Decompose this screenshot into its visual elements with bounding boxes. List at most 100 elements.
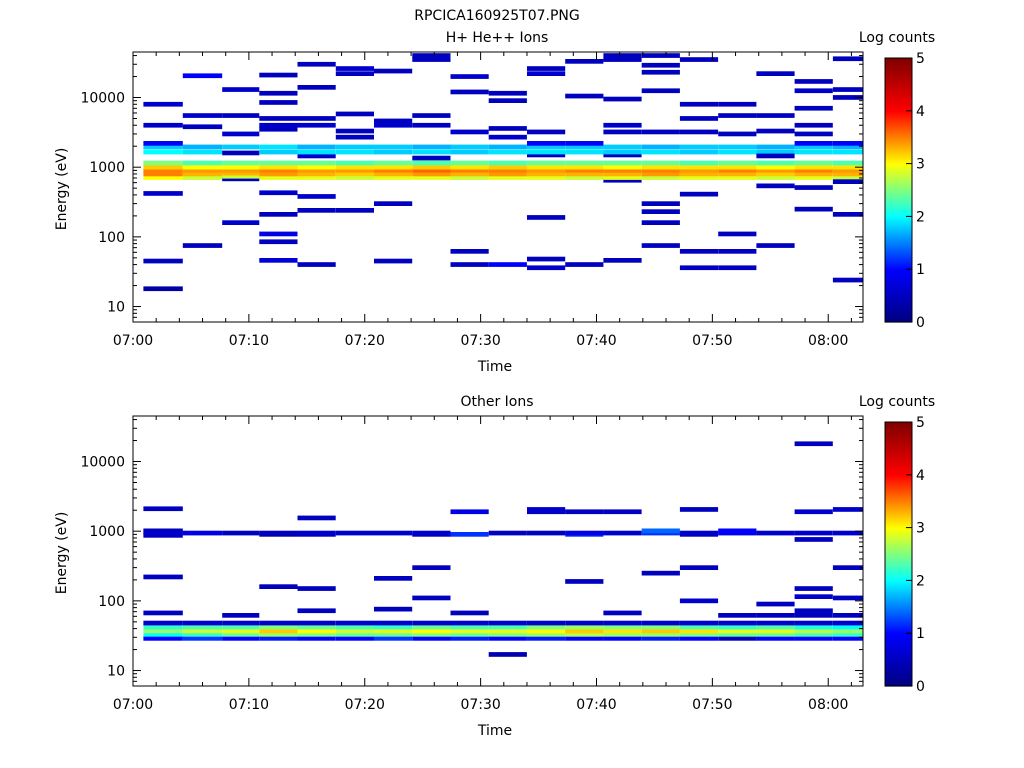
colorbar-segment bbox=[885, 139, 912, 143]
colorbar-segment bbox=[885, 657, 912, 661]
colorbar-segment bbox=[885, 181, 912, 184]
colorbar-segment bbox=[885, 165, 912, 169]
heatmap-cell bbox=[335, 628, 374, 634]
colorbar-segment bbox=[885, 152, 912, 156]
heatmap-cell bbox=[679, 164, 719, 170]
colorbar-segment bbox=[885, 71, 912, 74]
y-axis-label: Energy (eV) bbox=[54, 148, 70, 231]
colorbar-segment bbox=[885, 115, 912, 118]
colorbar-segment bbox=[885, 284, 912, 288]
heatmap-cell bbox=[412, 149, 451, 155]
heatmap-cell bbox=[565, 509, 604, 515]
heatmap-cell bbox=[718, 628, 757, 634]
heatmap-cell bbox=[832, 87, 863, 92]
axes: 10 100 1000 10000 07:00 07:10 07:20 07:30 07:40 0… bbox=[80, 51, 864, 349]
colorbar-segment bbox=[885, 66, 912, 70]
heatmap-cell bbox=[641, 168, 680, 173]
colorbar-segment bbox=[885, 558, 912, 562]
heatmap-cell bbox=[641, 570, 680, 576]
heatmap-cell bbox=[335, 208, 374, 213]
heatmap-cell bbox=[488, 134, 527, 140]
colorbar-segment bbox=[885, 536, 912, 540]
x-axis-label: Time bbox=[477, 723, 512, 739]
heatmap-cell bbox=[335, 134, 374, 140]
heatmap-cell bbox=[756, 628, 795, 634]
heatmap-cell bbox=[718, 171, 757, 177]
colorbar-segment bbox=[885, 510, 912, 513]
colorbar-segment bbox=[885, 606, 912, 610]
heatmap-cell bbox=[527, 149, 566, 155]
colorbar-segment bbox=[885, 615, 912, 619]
heatmap-cell bbox=[641, 175, 680, 180]
heatmap-cell bbox=[603, 168, 642, 173]
colorbar-segment bbox=[885, 135, 912, 138]
heatmap-cell bbox=[832, 168, 863, 173]
colorbar-tick-label: 3 bbox=[916, 521, 925, 537]
colorbar-segment bbox=[885, 668, 912, 672]
heatmap-cell bbox=[603, 509, 642, 515]
heatmap-cell bbox=[259, 126, 298, 132]
heatmap-cell bbox=[756, 601, 795, 607]
heatmap-cell bbox=[527, 628, 566, 634]
heatmap-cell bbox=[527, 160, 566, 166]
colorbar-tick-label: 5 bbox=[916, 415, 925, 431]
heatmap-cell bbox=[450, 624, 489, 630]
heatmap-cell bbox=[488, 126, 527, 131]
heatmap-cell bbox=[412, 171, 451, 177]
colorbar-segment bbox=[885, 466, 912, 469]
colorbar-segment bbox=[885, 514, 912, 518]
heatmap-cell bbox=[412, 565, 451, 570]
colorbar-segment bbox=[885, 479, 912, 482]
heatmap-cell bbox=[374, 628, 413, 634]
colorbar-segment bbox=[885, 661, 912, 665]
heatmap-cell bbox=[143, 632, 183, 637]
heatmap-cell bbox=[412, 144, 451, 150]
heatmap-cell bbox=[374, 624, 413, 630]
heatmap-cell bbox=[488, 160, 527, 166]
heatmap-cell bbox=[794, 168, 833, 173]
colorbar-segment bbox=[885, 183, 912, 187]
heatmap-cell bbox=[679, 249, 719, 254]
colorbar-segment bbox=[885, 644, 912, 647]
colorbar-segment bbox=[885, 84, 912, 88]
heatmap-cell bbox=[832, 628, 863, 634]
colorbar-segment bbox=[885, 69, 912, 72]
colorbar-segment bbox=[885, 73, 912, 77]
heatmap-cell bbox=[565, 628, 604, 634]
heatmap-cell bbox=[222, 530, 260, 536]
heatmap-cell bbox=[412, 595, 451, 601]
heatmap-cell bbox=[565, 620, 604, 626]
heatmap-cell bbox=[374, 201, 413, 206]
heatmap-cell bbox=[718, 144, 757, 150]
heatmap-cell bbox=[335, 624, 374, 630]
heatmap-cell bbox=[565, 579, 604, 584]
heatmap-cell bbox=[565, 141, 604, 146]
colorbar-segment bbox=[885, 683, 912, 687]
heatmap-cell bbox=[641, 620, 680, 626]
heatmap-cell bbox=[374, 144, 413, 150]
heatmap-cell bbox=[679, 175, 719, 180]
heatmap-cell bbox=[679, 265, 719, 271]
heatmap-cell bbox=[527, 129, 566, 135]
heatmap-cell bbox=[488, 628, 527, 634]
heatmap-cell bbox=[603, 530, 642, 536]
heatmap-cell bbox=[222, 160, 260, 166]
heatmap-cell bbox=[412, 160, 451, 166]
heatmap-cell bbox=[182, 160, 223, 166]
colorbar-segment bbox=[885, 93, 912, 96]
colorbar-segment bbox=[885, 611, 912, 614]
colorbar-segment bbox=[885, 461, 912, 465]
heatmap-cell bbox=[143, 636, 183, 641]
colorbar-segment bbox=[885, 424, 912, 427]
heatmap-cell bbox=[297, 194, 336, 199]
heatmap-cell bbox=[143, 122, 183, 128]
colorbar-segment bbox=[885, 88, 912, 92]
heatmap-cell bbox=[832, 212, 863, 217]
colorbar-segment bbox=[885, 604, 912, 608]
y-tick-label: 1000 bbox=[89, 524, 125, 540]
x-tick-label: 07:40 bbox=[576, 333, 616, 349]
colorbar-segment bbox=[885, 428, 912, 432]
heatmap-cell bbox=[832, 613, 863, 618]
colorbar-segment bbox=[885, 113, 912, 116]
heatmap-cell bbox=[641, 201, 680, 206]
